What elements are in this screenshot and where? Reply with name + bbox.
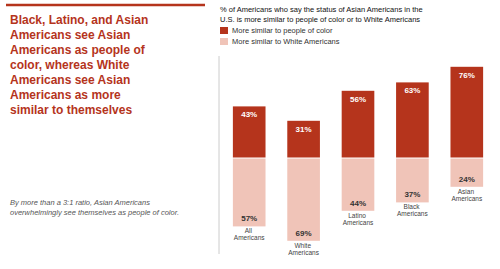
category-label: All Americans — [234, 227, 265, 241]
text-line: All — [245, 227, 254, 234]
data-label: 76% — [459, 71, 475, 80]
data-label: 31% — [296, 125, 312, 134]
text-line: Black, Latino, and Asian — [10, 13, 148, 27]
text-line: Americans — [451, 195, 482, 202]
bar — [450, 158, 483, 187]
data-label: 57% — [241, 214, 257, 223]
category-label: Latino Americans — [343, 212, 374, 226]
data-label: 56% — [350, 95, 366, 104]
left-title: Black, Latino, and AsianAmericans see As… — [10, 13, 148, 117]
bars — [233, 67, 483, 241]
text-line: Americans see Asian — [10, 28, 130, 42]
legend-swatch — [220, 27, 228, 34]
text-line: overwhelm­ingly see themselves as people… — [10, 208, 179, 217]
text-line: Americans see Asian — [10, 73, 130, 87]
y-axis-line — [219, 56, 220, 254]
text-line: By more than a 3:1 ratio, Asian American… — [10, 198, 150, 207]
bar — [287, 121, 320, 158]
text-line: Americans — [288, 249, 319, 256]
bar — [287, 158, 320, 241]
text-line: color, whereas White — [10, 58, 130, 72]
left-subtitle: By more than a 3:1 ratio, Asian American… — [10, 198, 179, 217]
text-line: Americans — [343, 219, 374, 226]
data-label: 63% — [404, 86, 420, 95]
data-label: 37% — [404, 190, 420, 199]
bar — [396, 158, 429, 202]
data-label: 44% — [350, 199, 366, 208]
chart-title: % of Americans who say the status of Asi… — [220, 5, 423, 24]
data-label: 24% — [459, 175, 475, 184]
bar — [396, 82, 429, 158]
legend-entry: More similar to people of color — [232, 26, 333, 35]
text-line: Americans as more — [10, 88, 121, 102]
zero-line — [222, 158, 494, 159]
bar — [342, 91, 375, 158]
data-label: 69% — [296, 229, 312, 238]
text-line: Americans as people of — [10, 43, 146, 57]
text-line: Americans — [397, 210, 428, 217]
background — [0, 0, 500, 269]
category-label: Asian Americans — [451, 188, 482, 202]
text-line: Latino — [348, 212, 368, 219]
chart: Black, Latino, and AsianAmericans see As… — [0, 0, 500, 269]
data-label: 43% — [241, 110, 257, 119]
divider — [6, 4, 205, 7]
text-line: Black — [404, 203, 422, 210]
text-line: U.S. is more similar to people of color … — [220, 15, 420, 24]
category-label: Black Americans — [397, 203, 428, 217]
text-line: White — [294, 242, 312, 249]
bar — [450, 67, 483, 158]
text-line: similar to themselves — [10, 103, 132, 117]
bar — [233, 106, 266, 158]
text-line: Americans — [234, 234, 265, 241]
category-label: White Americans — [288, 242, 319, 256]
text-line: Asian — [458, 188, 476, 195]
bar — [342, 158, 375, 211]
text-line: % of Americans who say the status of Asi… — [220, 5, 423, 14]
legend-entry: More similar to White Americans — [232, 37, 340, 46]
legend-swatch — [220, 38, 228, 45]
bar — [233, 158, 266, 226]
